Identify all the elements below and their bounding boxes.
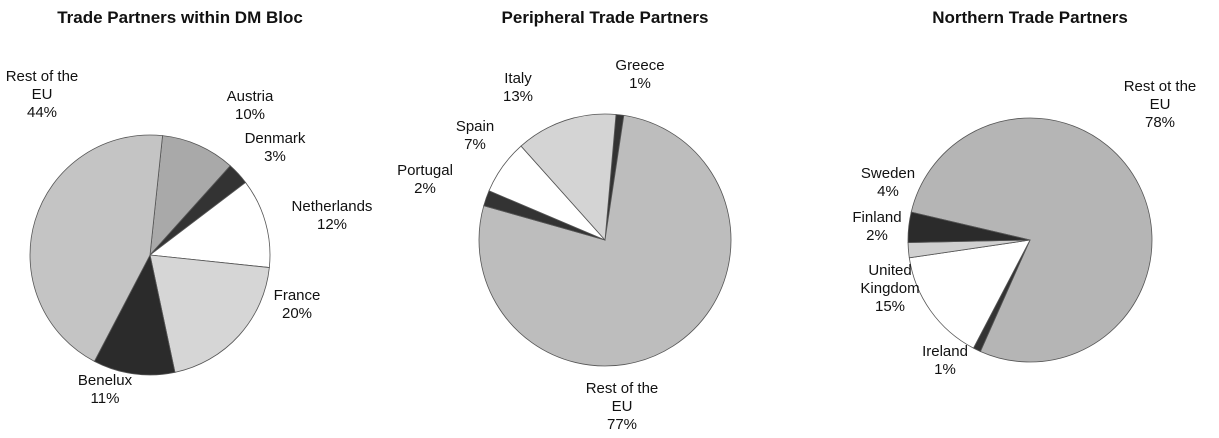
pie-slice bbox=[93, 253, 176, 376]
slice-name: Denmark bbox=[244, 130, 306, 147]
slice-name: Ireland bbox=[922, 343, 968, 360]
slice-label: Benelux 11% bbox=[78, 372, 132, 408]
slice-label: Rest ot the EU 78% bbox=[1115, 78, 1205, 132]
slice-label: Spain 7% bbox=[456, 118, 494, 154]
slice-label: Italy 13% bbox=[503, 70, 533, 106]
slice-value: 11% bbox=[90, 390, 120, 407]
slice-name: Spain bbox=[455, 118, 495, 135]
slice-label: Rest of the EU 44% bbox=[2, 68, 82, 122]
slice-label: United Kingdom 15% bbox=[853, 262, 928, 316]
chart-title: Northern Trade Partners bbox=[932, 8, 1128, 27]
slice-value: 4% bbox=[877, 183, 899, 200]
slice-name: Finland bbox=[852, 209, 902, 226]
slice-name: Portugal bbox=[397, 162, 453, 179]
slice-value: 2% bbox=[866, 227, 888, 244]
slice-value: 12% bbox=[316, 216, 348, 233]
chart-title: Trade Partners within DM Bloc bbox=[57, 8, 303, 27]
pie-slice bbox=[478, 114, 732, 367]
slice-name: Austria bbox=[226, 88, 274, 105]
slice-label: Ireland 1% bbox=[922, 343, 968, 379]
slice-value: 13% bbox=[502, 88, 534, 105]
slice-value: 10% bbox=[234, 106, 266, 123]
slice-label: Sweden 4% bbox=[861, 165, 915, 201]
pie-slice bbox=[907, 211, 1031, 243]
slice-value: 3% bbox=[264, 148, 286, 165]
slice-value: 7% bbox=[464, 136, 486, 153]
slice-name: France bbox=[273, 287, 321, 304]
pie-slice bbox=[910, 117, 1153, 363]
slice-name: Sweden bbox=[860, 165, 916, 182]
slice-value: 77% bbox=[606, 416, 638, 433]
slice-value: 20% bbox=[281, 305, 313, 322]
slice-label: Denmark 3% bbox=[245, 130, 306, 166]
slice-label: Finland 2% bbox=[852, 209, 901, 245]
slice-name: Rest of the EU bbox=[5, 68, 79, 103]
slice-name: Rest of the EU bbox=[585, 380, 659, 415]
slice-name: Benelux bbox=[77, 372, 133, 389]
pie-slice bbox=[148, 181, 271, 268]
slice-label: Greece 1% bbox=[615, 57, 664, 93]
slice-name: Rest ot the EU bbox=[1123, 78, 1197, 113]
pie-slice bbox=[29, 134, 163, 362]
slice-label: Netherlands 12% bbox=[292, 198, 373, 234]
pie-slice bbox=[520, 113, 617, 241]
slice-name: Netherlands bbox=[291, 198, 373, 215]
pie-slice bbox=[149, 254, 270, 373]
slice-value: 1% bbox=[629, 75, 651, 92]
pie-slice bbox=[149, 135, 231, 257]
slice-label: France 20% bbox=[274, 287, 321, 323]
chart-title: Peripheral Trade Partners bbox=[501, 8, 709, 27]
slice-name: United Kingdom bbox=[860, 262, 920, 297]
slice-value: 1% bbox=[934, 361, 956, 378]
slice-value: 78% bbox=[1144, 114, 1176, 131]
slice-name: Greece bbox=[615, 57, 665, 74]
slice-label: Portugal 2% bbox=[397, 162, 453, 198]
pie-slice bbox=[908, 239, 1031, 349]
slice-name: Italy bbox=[504, 70, 532, 87]
slice-value: 44% bbox=[26, 104, 58, 121]
slice-value: 15% bbox=[874, 298, 906, 315]
slice-label: Austria 10% bbox=[227, 88, 274, 124]
slice-label: Rest of the EU 77% bbox=[577, 380, 667, 434]
slice-value: 2% bbox=[414, 180, 436, 197]
